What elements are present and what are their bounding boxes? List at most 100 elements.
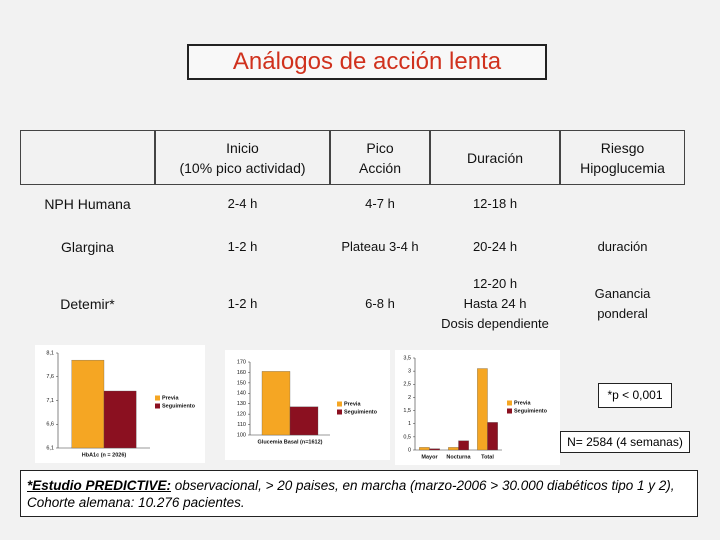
y-tick-label: 2,5 — [403, 382, 411, 388]
y-tick-label: 110 — [237, 422, 246, 428]
header-text: Duración — [466, 149, 524, 166]
legend-label: Seguimiento — [162, 403, 196, 409]
cell-text: 6-8 h — [365, 295, 395, 311]
cell: 1-2 h — [155, 222, 330, 272]
cell: 12-18 h — [430, 185, 560, 222]
legend-swatch — [337, 401, 342, 407]
legend-swatch — [155, 403, 160, 409]
header-text: Pico — [366, 139, 394, 156]
y-tick-label: 120 — [237, 412, 246, 418]
bar — [487, 422, 498, 451]
bar — [429, 448, 440, 451]
row-label-cell: Glargina — [20, 222, 155, 272]
y-tick-label: 100 — [237, 432, 246, 438]
bar — [477, 368, 488, 451]
header-text: (10% pico actividad) — [179, 159, 306, 176]
bar — [448, 447, 459, 451]
slide-title: Análogos de acción lenta — [187, 44, 547, 80]
cell-text: Dosis dependiente — [441, 315, 549, 331]
y-tick-label: 6,1 — [46, 445, 54, 451]
x-tick-label: Total — [481, 454, 494, 460]
cell: 12-20 h Hasta 24 h Dosis dependiente — [430, 272, 560, 335]
y-tick-label: 1 — [408, 421, 411, 427]
y-tick-label: 3 — [408, 369, 411, 375]
cell-text: Ganancia — [594, 285, 651, 301]
y-tick-label: 1,5 — [403, 408, 411, 414]
header-text: Hipoglucemia — [580, 159, 665, 176]
legend-label: Previa — [162, 395, 179, 401]
cell-text: 4-7 h — [365, 195, 395, 211]
bar — [103, 390, 137, 449]
cell-text: 12-20 h — [472, 275, 518, 291]
x-tick-label: HbA1c (n = 2026) — [82, 452, 127, 458]
y-tick-label: 160 — [237, 370, 246, 376]
legend-label: Previa — [344, 401, 361, 407]
legend-swatch — [155, 395, 160, 401]
x-tick-label: Nocturna — [446, 454, 471, 460]
bar — [458, 440, 469, 451]
header-cell — [20, 130, 155, 185]
bar — [71, 359, 105, 449]
cell-text: 12-18 h — [472, 195, 518, 211]
legend-label: Previa — [514, 400, 531, 406]
footnote: *Estudio PREDICTIVE: observacional, > 20… — [20, 470, 698, 517]
cell: 1-2 h — [155, 272, 330, 335]
y-tick-label: 150 — [237, 380, 246, 386]
y-tick-label: 6,6 — [46, 422, 54, 428]
header-cell: Duración — [430, 130, 560, 185]
cell: 6-8 h — [330, 272, 430, 335]
cell: Ganancia ponderal — [560, 272, 685, 335]
legend-label: Seguimiento — [344, 409, 378, 415]
p-value-note: *p < 0,001 — [598, 383, 672, 408]
y-tick-label: 0,5 — [403, 434, 411, 440]
row-label: Glargina — [61, 239, 114, 255]
header-text: Riesgo — [600, 139, 645, 156]
footnote-lead: *Estudio PREDICTIVE: — [27, 478, 172, 493]
cell-text: ponderal — [597, 305, 648, 321]
header-cell: Inicio (10% pico actividad) — [155, 130, 330, 185]
header-cell: Riesgo Hipoglucemia — [560, 130, 685, 185]
y-tick-label: 0 — [408, 447, 411, 453]
y-tick-label: 8,1 — [46, 350, 54, 356]
legend-swatch — [507, 400, 512, 406]
y-tick-label: 130 — [237, 401, 246, 407]
bar — [419, 447, 430, 451]
chart-panel — [225, 350, 390, 460]
cell: Plateau 3-4 h — [330, 222, 430, 272]
y-tick-label: 170 — [237, 359, 246, 365]
footnote-text: observacional, > 20 paises, en marcha (m… — [27, 478, 675, 510]
y-tick-label: 2 — [408, 395, 411, 401]
x-tick-label: Mayor — [421, 454, 438, 460]
bar — [261, 371, 291, 436]
x-tick-label: Glucemia Basal (n=1612) — [258, 439, 323, 445]
legend-swatch — [337, 409, 342, 415]
cell-text: 2-4 h — [227, 195, 258, 211]
cell-text: 20-24 h — [472, 239, 518, 254]
cell: duración — [560, 222, 685, 272]
y-tick-label: 3,5 — [403, 355, 411, 361]
y-tick-label: 140 — [237, 391, 246, 397]
cell: 20-24 h — [430, 222, 560, 272]
row-label: NPH Humana — [44, 195, 131, 212]
cell: 2-4 h — [155, 185, 330, 222]
header-text: Acción — [358, 159, 402, 176]
cell: 4-7 h — [330, 185, 430, 222]
cell-text: Hasta 24 h — [463, 295, 527, 311]
cell-text: 1-2 h — [227, 295, 258, 311]
row-label-cell: Detemir* — [20, 272, 155, 335]
row-label-cell: NPH Humana — [20, 185, 155, 222]
header-cell: Pico Acción — [330, 130, 430, 185]
row-label: Detemir* — [60, 295, 115, 312]
cell-text: 1-2 h — [227, 239, 258, 254]
cell-text: Plateau 3-4 h — [341, 239, 419, 254]
legend-label: Seguimiento — [514, 408, 548, 414]
y-tick-label: 7,6 — [46, 374, 54, 380]
header-text: Inicio — [226, 139, 259, 156]
cell-text: duración — [597, 239, 648, 254]
legend-swatch — [507, 408, 512, 414]
y-tick-label: 7,1 — [46, 398, 54, 404]
sample-note: N= 2584 (4 semanas) — [560, 431, 690, 453]
bar — [289, 406, 319, 436]
